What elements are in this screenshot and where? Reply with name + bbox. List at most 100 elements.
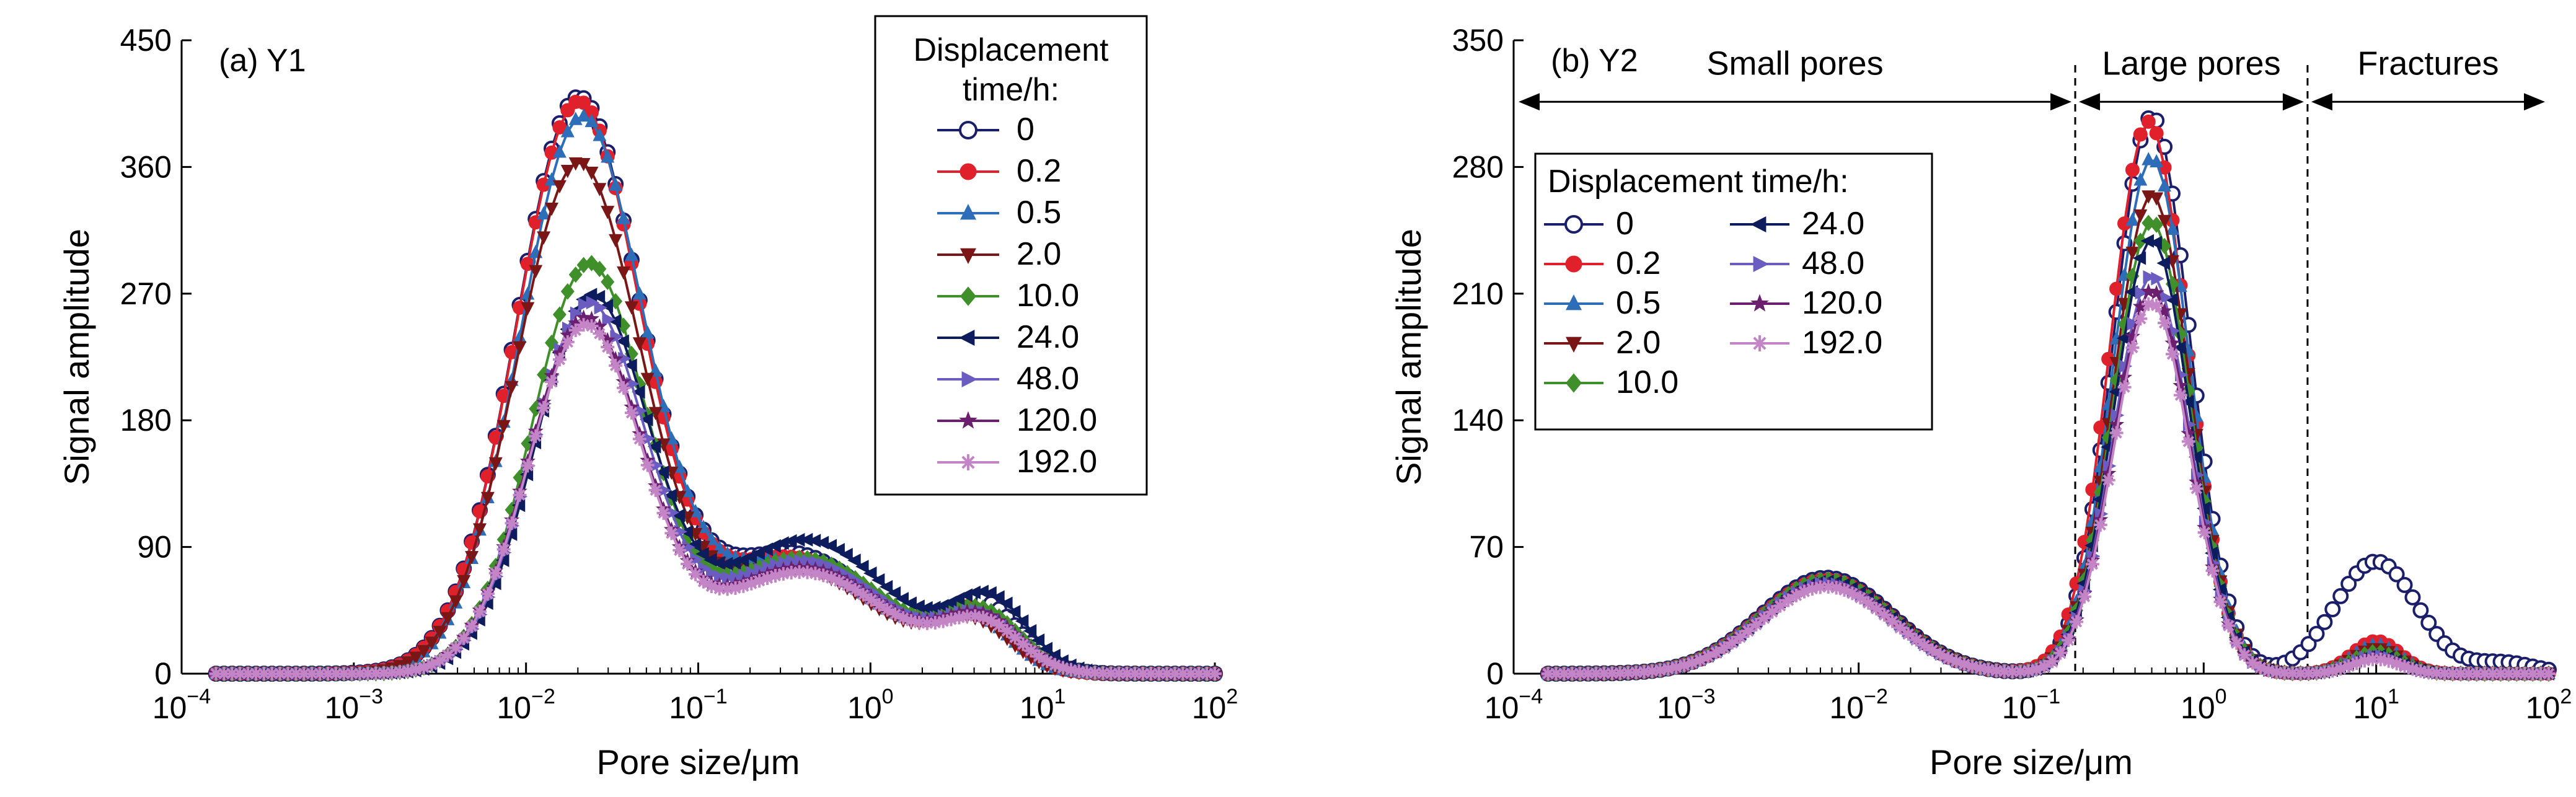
data-point (2324, 601, 2341, 618)
legend-marker (959, 411, 977, 429)
data-point (601, 273, 615, 291)
data-point (609, 234, 623, 248)
data-point (2158, 214, 2172, 229)
legend-marker (960, 248, 976, 264)
data-point (624, 345, 638, 363)
data-point (2150, 154, 2164, 168)
data-point (808, 566, 823, 581)
data-point (521, 302, 535, 315)
data-point (2230, 636, 2244, 650)
data-point (537, 206, 551, 220)
data-point (2135, 286, 2149, 300)
data-point (472, 523, 487, 537)
legend-item: 0.5 (1544, 285, 1661, 321)
legend-title: Displacement (913, 32, 1109, 68)
data-point (593, 327, 607, 341)
data-point (656, 506, 671, 520)
legend-marker (959, 121, 977, 139)
y-tick-label: 0 (1486, 656, 1504, 691)
legend-marker (960, 286, 976, 306)
data-point (488, 457, 503, 471)
data-point (911, 599, 925, 614)
x-tick-exponent: −3 (359, 685, 383, 708)
legend-label: 192.0 (1017, 444, 1097, 480)
x-tick-base: 10 (1192, 690, 1227, 725)
y-tick-label: 140 (1452, 403, 1504, 438)
data-point (647, 439, 661, 454)
data-point (513, 329, 527, 343)
data-point (793, 553, 808, 568)
data-point (2125, 212, 2140, 226)
data-point (480, 587, 495, 601)
x-tick-exponent: 1 (1054, 685, 1066, 708)
data-point (615, 334, 629, 348)
data-point (855, 560, 869, 574)
x-axis-title: Pore size/μm (1930, 742, 2133, 782)
legend-label: 2.0 (1017, 236, 1061, 272)
data-point (785, 554, 800, 568)
x-tick-label: 10−1 (2002, 685, 2060, 725)
x-tick-label: 10−4 (152, 685, 211, 725)
data-point (2062, 633, 2076, 648)
data-point (770, 558, 783, 572)
data-point (591, 289, 606, 304)
data-point (465, 551, 479, 565)
series-192.0 (1541, 297, 2556, 680)
data-point (593, 260, 607, 278)
data-point (2221, 619, 2236, 633)
x-tick-base: 10 (2181, 690, 2215, 725)
data-point (919, 601, 933, 615)
data-point (552, 144, 567, 158)
data-point (2148, 284, 2164, 300)
data-point (2542, 667, 2556, 680)
data-point (393, 665, 407, 679)
legend-item: 10.0 (1544, 364, 1678, 400)
x-tick-exponent: −3 (1692, 685, 1716, 708)
data-point (640, 372, 655, 387)
data-point (2077, 589, 2091, 604)
data-point (2189, 439, 2203, 456)
x-axis-title: Pore size/μm (597, 742, 800, 782)
region-arrow-head (2282, 93, 2304, 111)
data-point (568, 323, 583, 337)
data-point (2332, 588, 2349, 604)
data-point (1023, 624, 1037, 638)
data-point (2205, 563, 2220, 578)
data-point (1031, 633, 1045, 648)
data-point (513, 488, 527, 502)
data-point (617, 211, 631, 224)
legend-label: 0.5 (1017, 195, 1061, 231)
x-tick-label: 10−3 (1657, 685, 1715, 725)
data-point (599, 299, 614, 313)
data-point (1208, 666, 1222, 680)
x-tick-label: 102 (2526, 685, 2572, 725)
data-point (775, 536, 789, 550)
data-point (640, 458, 655, 472)
legend-item: 0 (937, 112, 1034, 148)
data-point (778, 555, 792, 570)
data-point (488, 576, 501, 591)
data-point (712, 564, 726, 581)
data-point (2133, 172, 2148, 186)
data-point (562, 321, 576, 335)
data-point (545, 203, 559, 216)
data-point (617, 266, 631, 280)
data-point (568, 315, 584, 330)
data-point (689, 567, 703, 581)
data-point (586, 296, 600, 310)
data-point (2173, 388, 2187, 402)
data-point (642, 431, 656, 446)
x-tick-exponent: −1 (2036, 685, 2060, 708)
data-point (2133, 232, 2148, 249)
data-point (2172, 340, 2186, 354)
data-point (576, 157, 591, 172)
legend-label: 0.2 (1616, 245, 1661, 281)
data-point (2140, 283, 2156, 298)
data-point (578, 297, 592, 312)
data-point (801, 554, 816, 568)
data-point (583, 310, 600, 326)
data-point (799, 532, 813, 547)
data-point (449, 641, 463, 655)
